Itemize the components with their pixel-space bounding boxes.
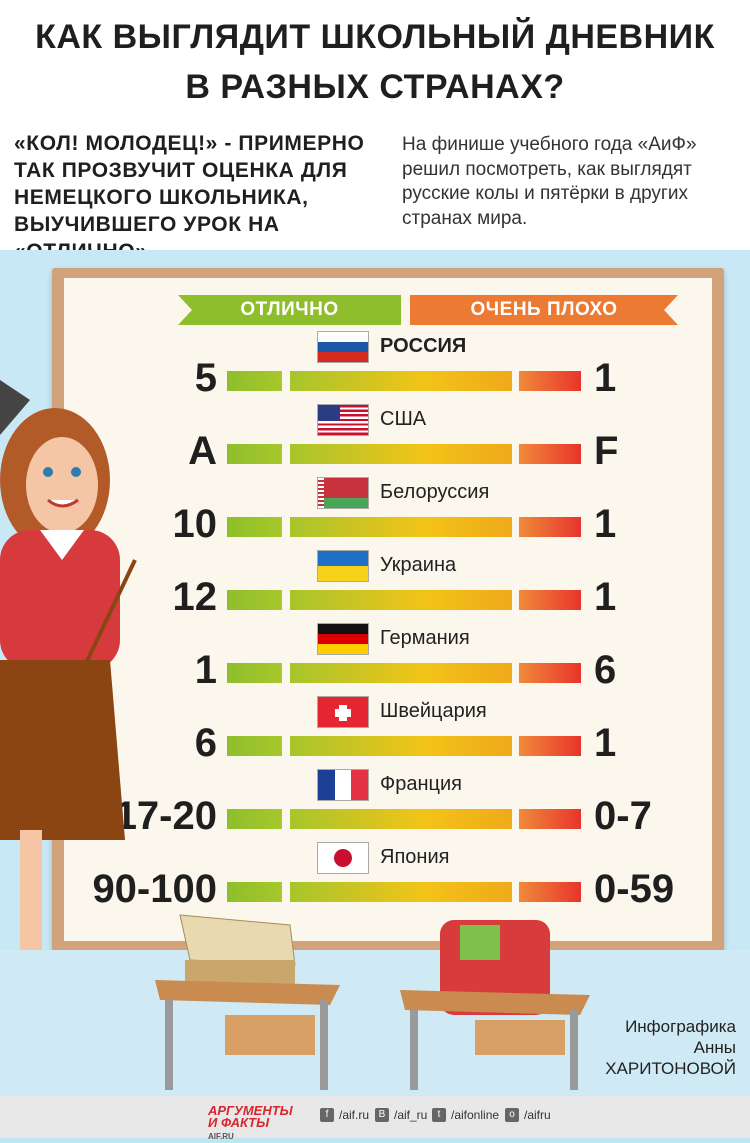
- country-name: Белоруссия: [380, 481, 490, 503]
- good-bar: [227, 809, 282, 829]
- teacher-illustration: [0, 380, 137, 1030]
- social-link-vk[interactable]: В /aif_ru: [375, 1108, 427, 1122]
- bad-bar: [519, 663, 581, 683]
- social-label: /aifru: [524, 1108, 551, 1122]
- social-link-twitter[interactable]: t /aifonline: [432, 1108, 499, 1122]
- mid-bar: [290, 371, 512, 391]
- mid-bar: [290, 882, 512, 902]
- lead-text: «Кол! Молодец!» - примерно так прозвучит…: [14, 132, 365, 263]
- header-area: [0, 0, 750, 250]
- social-link-ok[interactable]: о /aifru: [505, 1108, 551, 1122]
- good-bar: [227, 663, 282, 683]
- good-bar: [227, 882, 282, 902]
- credit-line-3: ХАРИТОНОВОЙ: [605, 1059, 736, 1078]
- country-name: РОССИЯ: [380, 335, 467, 357]
- social-link-facebook[interactable]: f /aif.ru: [320, 1108, 369, 1122]
- country-row-belarus: Белоруссия 10 1: [0, 478, 750, 548]
- logo-line-1: АРГУМЕНТЫ: [208, 1103, 293, 1118]
- mid-bar: [290, 590, 512, 610]
- country-row-japan: Япония 90-100 0-59: [0, 843, 750, 913]
- bad-bar: [519, 590, 581, 610]
- country-name: Япония: [380, 846, 450, 868]
- classroom-floor: [0, 950, 750, 1100]
- worst-grade: 6: [594, 648, 617, 692]
- twitter-icon: t: [432, 1108, 446, 1122]
- bad-bar: [519, 517, 581, 537]
- worst-grade: 0-59: [594, 867, 675, 911]
- social-label: /aif_ru: [394, 1108, 428, 1122]
- best-grade: 1: [194, 648, 217, 692]
- infographic-credit: Инфографика Анны ХАРИТОНОВОЙ: [605, 1016, 736, 1079]
- best-grade: 5: [194, 356, 217, 400]
- mid-bar: [290, 444, 512, 464]
- mid-bar: [290, 809, 512, 829]
- worst-grade: 1: [594, 356, 617, 400]
- good-bar: [227, 590, 282, 610]
- title-line-1: КАК ВЫГЛЯДИТ ШКОЛЬНЫЙ ДНЕВНИК: [35, 18, 715, 56]
- credit-line-1: Инфографика: [625, 1017, 736, 1036]
- worst-grade: F: [594, 429, 619, 473]
- best-grade: 90-100: [92, 867, 217, 911]
- mid-bar: [290, 663, 512, 683]
- country-row-ukraine: Украина 12 1: [0, 551, 750, 621]
- country-row-usa: США A F: [0, 405, 750, 475]
- aif-logo[interactable]: АРГУМЕНТЫ И ФАКТЫ AIF.RU: [208, 1103, 293, 1143]
- header-very-bad: ОЧЕНЬ ПЛОХО: [410, 295, 678, 325]
- worst-grade: 1: [594, 502, 617, 546]
- social-label: /aifonline: [451, 1108, 500, 1122]
- ukraine-flag-icon: [318, 551, 368, 581]
- mid-bar: [290, 736, 512, 756]
- bad-bar: [519, 444, 581, 464]
- worst-grade: 1: [594, 575, 617, 619]
- bad-bar: [519, 736, 581, 756]
- good-bar: [227, 444, 282, 464]
- logo-site: AIF.RU: [208, 1132, 234, 1141]
- good-bar: [227, 517, 282, 537]
- switzerland-flag-icon: [318, 697, 368, 727]
- usa-flag-icon: [318, 405, 368, 435]
- desk-with-backpack: [400, 920, 590, 1090]
- country-name: Франция: [380, 773, 462, 795]
- worst-grade: 1: [594, 721, 617, 765]
- desk-with-books: [155, 914, 340, 1090]
- vk-icon: В: [375, 1108, 389, 1122]
- header-excellent: ОТЛИЧНО: [178, 295, 401, 325]
- france-flag-icon: [318, 770, 368, 800]
- country-name: Украина: [380, 554, 457, 576]
- social-label: /aif.ru: [339, 1108, 370, 1122]
- best-grade: A: [188, 429, 217, 473]
- russia-flag-icon: [318, 332, 368, 362]
- country-name: Германия: [380, 627, 470, 649]
- country-row-russia: РОССИЯ 5 1: [0, 332, 750, 402]
- title-line-2: В РАЗНЫХ СТРАНАХ?: [185, 68, 565, 106]
- bad-bar: [519, 371, 581, 391]
- japan-flag-icon: [318, 843, 368, 873]
- intro-text: На финише учебного года «АиФ» решил посм…: [402, 134, 697, 229]
- logo-line-2: И ФАКТЫ: [208, 1115, 270, 1130]
- bad-bar: [519, 809, 581, 829]
- country-name: США: [380, 408, 427, 430]
- bad-bar: [519, 882, 581, 902]
- facebook-icon: f: [320, 1108, 334, 1122]
- worst-grade: 0-7: [594, 794, 652, 838]
- germany-flag-icon: [318, 624, 368, 654]
- country-row-germany: Германия 1 6: [0, 624, 750, 694]
- country-row-france: Франция 17-20 0-7: [0, 770, 750, 840]
- best-grade: 6: [194, 721, 217, 765]
- best-grade: 10: [172, 502, 218, 546]
- mid-bar: [290, 517, 512, 537]
- good-bar: [227, 736, 282, 756]
- belarus-flag-icon: [318, 478, 368, 508]
- odnoklassniki-icon: о: [505, 1108, 519, 1122]
- best-grade: 17-20: [114, 794, 217, 838]
- credit-line-2: Анны: [693, 1038, 736, 1057]
- country-row-switzerland: Швейцария 6 1: [0, 697, 750, 767]
- best-grade: 12: [172, 575, 218, 619]
- country-name: Швейцария: [380, 700, 487, 722]
- good-bar: [227, 371, 282, 391]
